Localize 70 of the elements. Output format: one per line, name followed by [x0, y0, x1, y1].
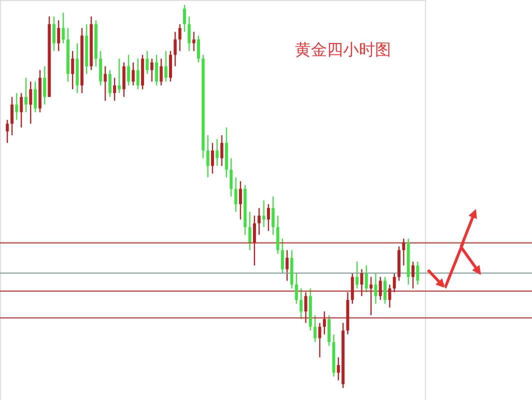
candlestick	[178, 24, 182, 52]
candlestick	[150, 58, 154, 82]
candlestick	[127, 54, 130, 86]
candlestick	[374, 272, 378, 304]
candlestick	[412, 261, 415, 290]
candlestick	[174, 31, 177, 67]
candlestick	[322, 310, 326, 335]
candlestick	[206, 134, 210, 178]
candlestick	[276, 215, 280, 255]
candlestick	[211, 142, 214, 174]
candlestick	[252, 215, 256, 266]
candlestick	[62, 12, 65, 44]
candlestick	[392, 272, 396, 293]
text: 黄金四小时图	[295, 40, 391, 59]
candlestick	[24, 77, 28, 113]
candlestick	[238, 180, 242, 220]
candlestick	[118, 58, 121, 94]
candlestick	[136, 58, 140, 90]
candlestick	[132, 62, 135, 86]
candlestick	[272, 196, 275, 236]
candlestick	[230, 158, 233, 198]
candlestick	[52, 16, 56, 52]
candlestick	[146, 50, 149, 75]
candlestick	[57, 20, 60, 52]
candlestick	[29, 81, 32, 124]
candlestick	[20, 92, 23, 128]
candlestick	[34, 81, 37, 113]
candlestick	[197, 35, 200, 64]
candlestick	[169, 50, 172, 82]
candlestick	[160, 58, 163, 86]
candlestick	[286, 250, 289, 282]
candlestick	[356, 261, 359, 290]
candlestick	[280, 238, 284, 274]
candlestick	[266, 204, 270, 232]
candlestick	[192, 31, 196, 52]
candlestick	[188, 16, 191, 52]
candlestick	[108, 70, 112, 98]
candlestick	[71, 50, 74, 90]
candlestick	[300, 288, 303, 320]
candlestick	[378, 276, 382, 301]
candlestick	[258, 207, 261, 236]
candlestick	[183, 4, 186, 32]
candlestick	[364, 264, 368, 293]
candlestick	[314, 314, 317, 343]
candlestick	[164, 50, 168, 82]
candlestick	[43, 66, 46, 106]
candlestick	[234, 176, 238, 212]
candlestick	[402, 238, 406, 266]
candlestick	[220, 134, 224, 166]
candlestick	[248, 211, 252, 251]
candlestick	[155, 54, 158, 86]
candlestick	[416, 261, 420, 286]
candlestick	[304, 292, 308, 324]
candlestick	[262, 200, 266, 228]
candlestick	[388, 284, 392, 308]
candlestick	[360, 268, 364, 297]
candlestick	[318, 322, 322, 358]
candlestick	[6, 119, 9, 144]
candlestick	[10, 96, 14, 136]
candlestick	[384, 276, 387, 304]
candlestick	[370, 276, 373, 316]
candlestick	[294, 272, 298, 304]
candlestick	[15, 92, 18, 120]
candlestick	[216, 138, 219, 166]
candlestick	[113, 77, 116, 102]
candlestick	[328, 314, 331, 346]
candlestick	[99, 50, 102, 86]
candlestick	[122, 62, 126, 98]
candlestick	[104, 66, 107, 102]
candlestick	[350, 272, 354, 304]
